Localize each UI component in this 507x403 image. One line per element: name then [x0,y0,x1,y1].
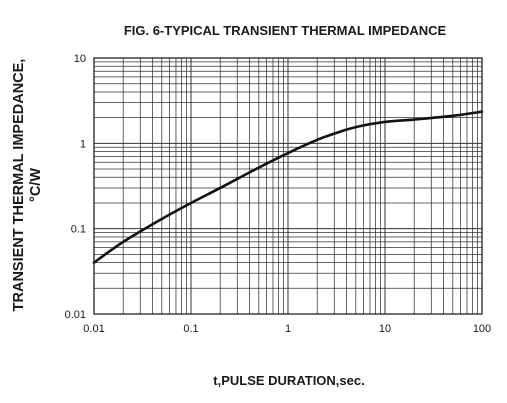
y-tick-label: 0.01 [65,309,86,321]
x-tick-label: 0.01 [83,323,104,335]
y-axis-label-line1: TRANSIENT THERMAL IMPEDANCE, [11,59,27,312]
x-tick-label: 1 [285,323,291,335]
x-tick-label: 100 [473,323,491,335]
y-tick-label: 1 [80,138,86,150]
plot-frame [93,57,483,315]
grid [93,58,482,315]
y-tick-label: 10 [74,53,86,65]
y-axis-label-line2: °C/W [28,168,44,202]
x-axis-label: t,PULSE DURATION,sec. [213,373,364,388]
x-tick-label: 10 [379,323,391,335]
y-axis-label: TRANSIENT THERMAL IMPEDANCE, °C/W [11,59,44,312]
chart-title: FIG. 6-TYPICAL TRANSIENT THERMAL IMPEDAN… [124,23,447,38]
series-line-0 [92,110,484,264]
y-tick-label: 0.1 [71,224,86,236]
series-layer [92,110,484,264]
x-tick-label: 0.1 [183,323,198,335]
tick-labels: 0.01 0.1 1 10 100 0.01 0.1 1 10 [65,53,492,335]
